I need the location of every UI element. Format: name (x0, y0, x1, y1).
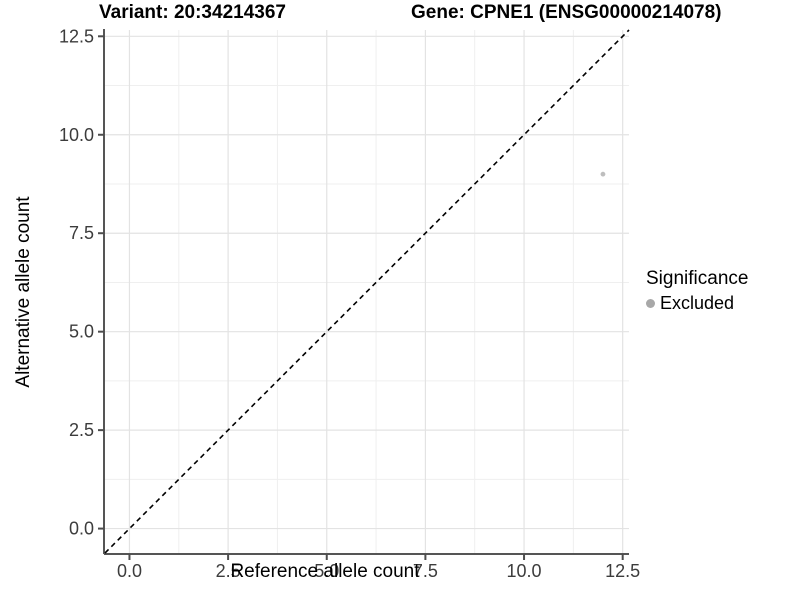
y-tick-label: 2.5 (69, 420, 94, 440)
legend-item-excluded: Excluded (646, 293, 748, 314)
x-tick-label: 5.0 (314, 561, 339, 581)
legend-item-label: Excluded (660, 293, 735, 313)
x-tick-label: 2.5 (216, 561, 241, 581)
x-tick-label: 7.5 (413, 561, 438, 581)
plot-title-gene: Gene: CPNE1 (ENSG00000214078) (411, 2, 722, 23)
y-tick-label: 7.5 (69, 223, 94, 243)
legend-title: Significance (646, 268, 749, 289)
x-tick-label: 12.5 (605, 561, 640, 581)
x-tick-label: 10.0 (507, 561, 542, 581)
x-tick-label: 0.0 (117, 561, 142, 581)
y-tick-label: 10.0 (59, 125, 94, 145)
legend-key-dot-icon (646, 299, 655, 308)
y-tick-label: 5.0 (69, 322, 94, 342)
y-tick-label: 0.0 (69, 519, 94, 539)
y-tick-label: 12.5 (59, 26, 94, 46)
x-axis-label: Reference allele count (230, 561, 420, 582)
y-axis-label: Alternative allele count (13, 196, 34, 388)
plot-title-variant: Variant: 20:34214367 (99, 2, 286, 23)
identity-line (104, 29, 630, 554)
legend: Significance Excluded (646, 268, 748, 314)
data-point (600, 171, 606, 177)
